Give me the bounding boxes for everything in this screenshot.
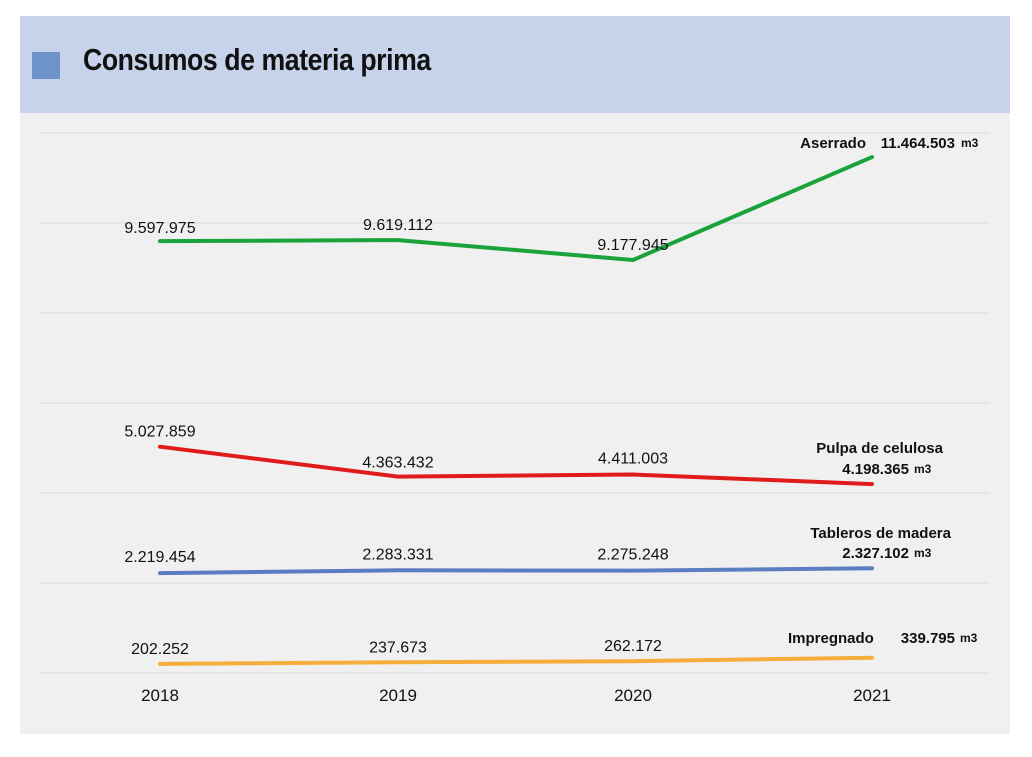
data-label-aserrado-2021: 11.464.503 <box>881 135 955 152</box>
x-tick-label-2019: 2019 <box>379 686 417 705</box>
series-name-tableros-de-madera: Tableros de madera <box>810 525 951 542</box>
series-line-tableros-de-madera <box>158 566 874 576</box>
data-label-pulpa-de-celulosa-2019: 4.363.432 <box>362 455 433 472</box>
data-label-impregnado-2021: 339.795 <box>901 630 955 647</box>
series-name-impregnado: Impregnado <box>788 630 874 647</box>
series-name-pulpa-de-celulosa: Pulpa de celulosa <box>816 440 943 457</box>
data-label-impregnado-2019: 237.673 <box>369 639 427 656</box>
unit-label-aserrado: m3 <box>961 136 979 150</box>
data-label-pulpa-de-celulosa-2021: 4.198.365 <box>842 461 909 478</box>
slide-background: Consumos de materia prima <box>20 16 1010 734</box>
page-title: Consumos de materia prima <box>83 42 431 77</box>
series-line-pulpa-de-celulosa <box>158 444 874 487</box>
series-line-impregnado <box>158 655 874 666</box>
data-label-impregnado-2020: 262.172 <box>604 638 662 655</box>
unit-label-pulpa-de-celulosa: m3 <box>914 462 932 476</box>
unit-label-tableros-de-madera: m3 <box>914 546 932 560</box>
data-label-impregnado-2018: 202.252 <box>131 641 189 658</box>
data-label-tableros-de-madera-2018: 2.219.454 <box>124 549 195 566</box>
unit-label-impregnado: m3 <box>960 631 978 645</box>
x-tick-label-2021: 2021 <box>853 686 891 705</box>
data-label-aserrado-2018: 9.597.975 <box>124 220 195 237</box>
series-line-aserrado <box>158 155 874 262</box>
data-label-aserrado-2019: 9.619.112 <box>363 217 433 234</box>
data-label-tableros-de-madera-2019: 2.283.331 <box>362 546 433 563</box>
data-label-tableros-de-madera-2020: 2.275.248 <box>597 547 668 564</box>
series-name-aserrado: Aserrado <box>800 135 866 152</box>
x-tick-label-2018: 2018 <box>141 686 179 705</box>
header-band: Consumos de materia prima <box>20 16 1010 113</box>
data-label-pulpa-de-celulosa-2018: 5.027.859 <box>124 424 195 441</box>
data-label-tableros-de-madera-2021: 2.327.102 <box>842 545 909 562</box>
data-label-aserrado-2020: 9.177.945 <box>597 237 668 254</box>
data-label-pulpa-de-celulosa-2020: 4.411.003 <box>598 451 668 468</box>
x-tick-label-2020: 2020 <box>614 686 652 705</box>
header-square-icon <box>32 52 60 79</box>
